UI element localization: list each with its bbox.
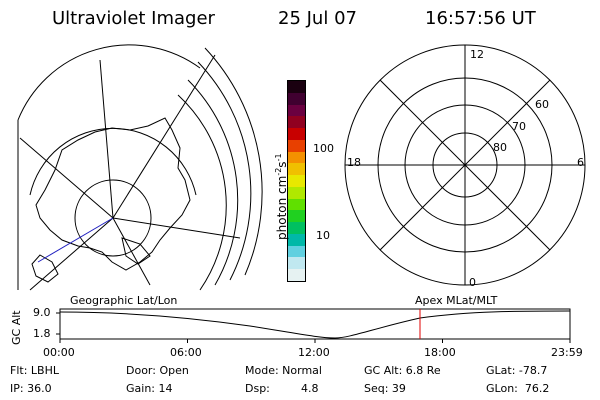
meridian-5	[112, 217, 241, 239]
colorbar-band	[288, 151, 305, 164]
altitude-curve	[59, 310, 571, 339]
lat-label-70: 70	[512, 120, 526, 133]
mlt-label-0: 0	[469, 276, 476, 289]
colorbar-band	[288, 245, 305, 258]
meridian-4	[112, 217, 151, 286]
unit-s: s	[275, 161, 289, 168]
colorbar	[287, 80, 306, 282]
lat-label-80: 80	[493, 141, 507, 154]
timeline-frame	[59, 308, 571, 340]
xtick-label-1: 06:00	[170, 346, 202, 359]
colorbar-band	[288, 116, 305, 129]
instrument-title: Ultraviolet Imager	[52, 8, 215, 29]
time-label: 16:57:56 UT	[425, 8, 536, 29]
mlt-diagonal-2	[379, 79, 551, 251]
unit-text: photon cm	[275, 175, 289, 240]
timeline-ytick-low: 1.8	[33, 327, 51, 340]
colorbar-band	[288, 222, 305, 234]
view-direction-line	[37, 217, 114, 263]
colorbar-band	[288, 128, 305, 140]
status-glat: GLat: -78.7	[486, 364, 548, 377]
map-arc-4	[204, 47, 263, 276]
lat-circle-inner	[74, 179, 152, 257]
status-gain: Gain: 14	[126, 382, 173, 395]
colorbar-band	[288, 175, 305, 187]
map-arc-3	[197, 61, 252, 281]
status-mode: Mode: Normal	[245, 364, 322, 377]
colorbar-band	[288, 233, 305, 246]
colorbar-tick-high: 100	[313, 142, 334, 155]
mlt-label-12: 12	[470, 48, 484, 61]
xtick-label-2: 12:00	[298, 346, 330, 359]
colorbar-band	[288, 257, 305, 270]
colorbar-band	[288, 139, 305, 152]
ring-pole	[432, 132, 498, 198]
colorbar-band	[288, 163, 305, 176]
status-dsp-value: 4.8	[301, 382, 319, 395]
status-dsp-label: Dsp:	[245, 382, 270, 395]
continent-outline	[35, 117, 191, 271]
unit-exp2: -1	[274, 153, 283, 162]
timeline-left-label: Geographic Lat/Lon	[70, 294, 178, 307]
colorbar-band	[288, 186, 305, 199]
lat-label-60: 60	[535, 98, 549, 111]
map-arc-2	[187, 79, 239, 286]
status-gc-alt: GC Alt: 6.8 Re	[364, 364, 441, 377]
colorbar-band	[288, 210, 305, 223]
timeline-ytick-high: 9.0	[33, 306, 51, 319]
status-glon: GLon: 76.2	[486, 382, 550, 395]
timeline-yaxis-label: GC Alt	[10, 310, 23, 345]
coastline-detail-2	[121, 237, 151, 265]
colorbar-band	[288, 198, 305, 211]
map-outer-boundary	[17, 44, 201, 121]
map-arc-1	[177, 94, 227, 291]
colorbar-band	[288, 81, 305, 93]
mlt-diagonal-1	[379, 79, 551, 251]
meridian-1	[19, 137, 114, 219]
meridian-2	[99, 59, 114, 219]
status-door: Door: Open	[126, 364, 189, 377]
colorbar-band	[288, 104, 305, 117]
status-ip: IP: 36.0	[10, 382, 52, 395]
ring-80	[404, 104, 526, 226]
coastline-detail	[31, 254, 59, 283]
mlt-label-18: 18	[347, 156, 361, 169]
status-flt: Flt: LBHL	[10, 364, 59, 377]
xtick-label-3: 18:00	[424, 346, 456, 359]
unit-exp1: -2	[274, 167, 283, 176]
colorbar-tick-low: 10	[316, 229, 330, 242]
meridian-6	[29, 217, 114, 291]
meridian-3	[112, 54, 216, 219]
ring-60	[344, 44, 586, 286]
status-seq: Seq: 39	[364, 382, 406, 395]
timeline-right-label: Apex MLat/MLT	[415, 294, 498, 307]
colorbar-band	[288, 92, 305, 105]
ring-70	[377, 77, 553, 253]
xtick-label-4: 23:59	[551, 346, 583, 359]
colorbar-unit-label: photon cm-2s-1	[274, 153, 289, 240]
mlt-label-6: 6	[577, 156, 584, 169]
xtick-label-0: 00:00	[43, 346, 75, 359]
lat-circle-mid	[29, 127, 197, 196]
date-label: 25 Jul 07	[278, 8, 357, 29]
colorbar-band	[288, 269, 305, 281]
